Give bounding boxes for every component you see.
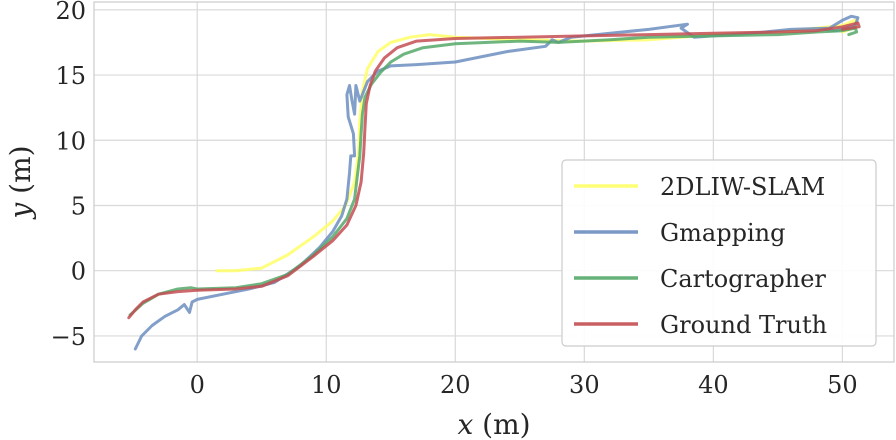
x-axis-unit: (m)	[482, 408, 530, 440]
y-axis-unit: (m)	[4, 145, 37, 193]
x-tick-labels: 0 10 20 30 40 50	[190, 371, 858, 399]
plot-frame	[93, 1, 895, 363]
x-tick-label: 40	[698, 371, 729, 399]
y-tick-label: 15	[55, 62, 86, 90]
y-tick-label: 5	[71, 192, 86, 220]
legend-label-gmapping: Gmapping	[660, 219, 785, 247]
legend-box	[561, 159, 877, 347]
legend-label-ground-truth: Ground Truth	[660, 311, 827, 339]
x-axis-label: x (m)	[457, 408, 530, 440]
series-line-ground-truth	[127, 21, 861, 320]
y-tick-labels: −5 0 5 10 15 20	[51, 0, 86, 351]
y-tick-label: −5	[51, 323, 86, 351]
y-axis-label: y (m)	[4, 145, 37, 220]
x-tick-label: 10	[311, 371, 342, 399]
y-tick-label: 20	[55, 0, 86, 25]
x-tick-label: 0	[190, 371, 205, 399]
legend-items: 2DLIW-SLAM Gmapping Cartographer Ground Tru…	[574, 173, 827, 339]
legend-label-cartographer: Cartographer	[660, 265, 826, 293]
y-axis-variable: y	[4, 202, 37, 221]
legend: 2DLIW-SLAM Gmapping Cartographer Ground Tru…	[561, 159, 877, 347]
legend-label-2dliw-slam: 2DLIW-SLAM	[660, 173, 825, 201]
y-tick-label: 0	[71, 258, 86, 286]
x-axis-variable: x	[457, 408, 473, 440]
x-tick-label: 30	[569, 371, 600, 399]
x-tick-label: 20	[440, 371, 471, 399]
x-tick-label: 50	[827, 371, 858, 399]
y-tick-label: 10	[55, 127, 86, 155]
series-layer	[127, 14, 861, 351]
